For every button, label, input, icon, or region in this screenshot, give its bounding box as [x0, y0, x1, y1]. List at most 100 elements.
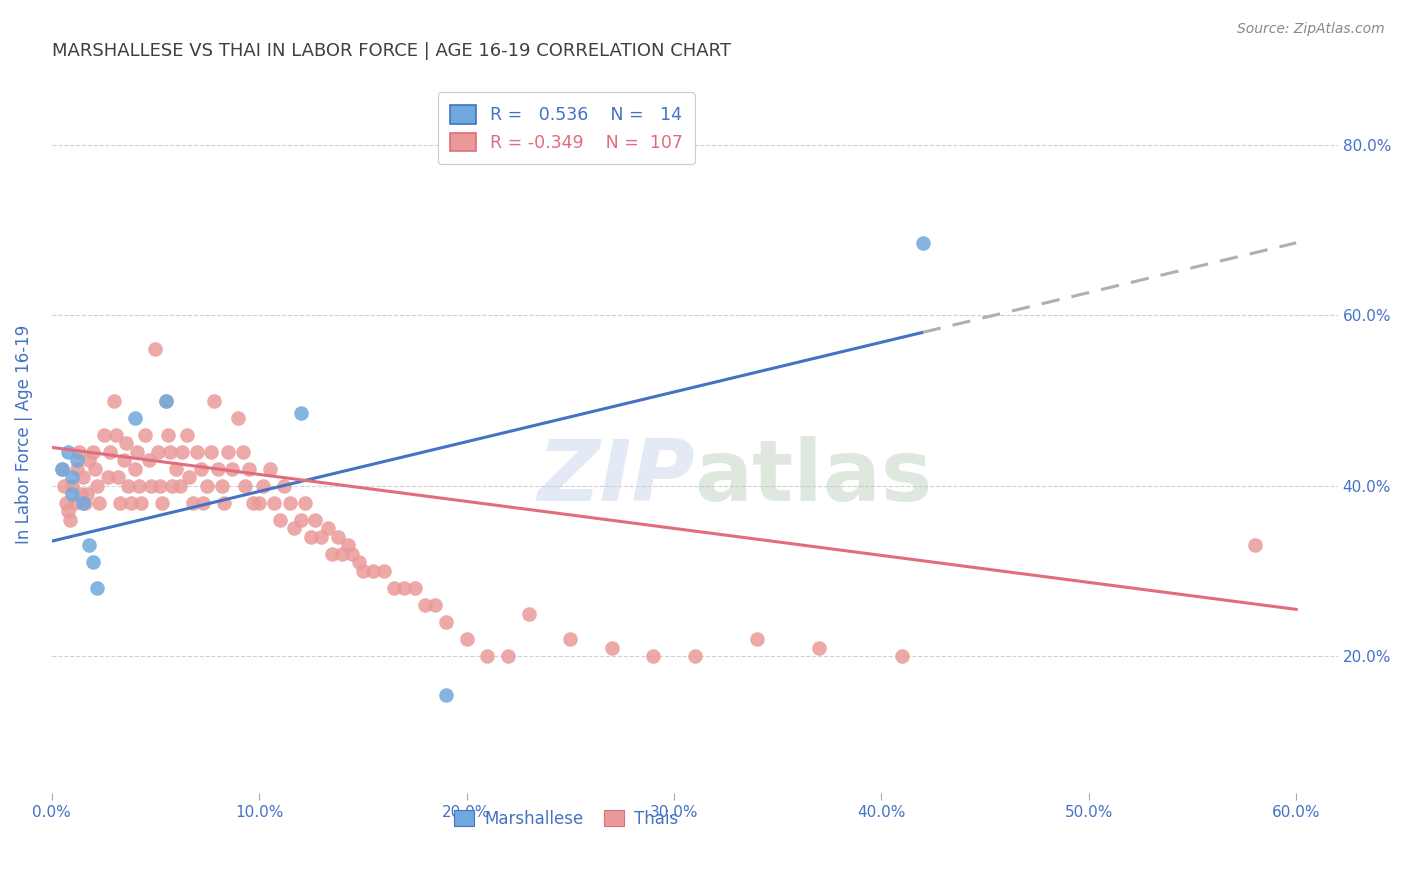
Point — [352, 564, 374, 578]
Point — [58, 444, 80, 458]
Point — [683, 649, 706, 664]
Point — [129, 496, 152, 510]
Point — [63, 496, 86, 510]
Point — [84, 461, 107, 475]
Point — [108, 496, 131, 510]
Point — [86, 581, 108, 595]
Point — [342, 547, 364, 561]
Point — [745, 632, 768, 647]
Point — [156, 427, 179, 442]
Point — [195, 479, 218, 493]
Point — [169, 479, 191, 493]
Point — [311, 530, 333, 544]
Point — [72, 470, 94, 484]
Point — [59, 513, 82, 527]
Point — [202, 393, 225, 408]
Point — [58, 504, 80, 518]
Point — [425, 598, 447, 612]
Point — [294, 496, 316, 510]
Y-axis label: In Labor Force | Age 16-19: In Labor Force | Age 16-19 — [15, 325, 32, 544]
Text: ZIP: ZIP — [537, 436, 695, 519]
Point — [186, 444, 208, 458]
Text: atlas: atlas — [695, 436, 934, 519]
Text: MARSHALLESE VS THAI IN LABOR FORCE | AGE 16-19 CORRELATION CHART: MARSHALLESE VS THAI IN LABOR FORCE | AGE… — [52, 42, 731, 60]
Point — [72, 496, 94, 510]
Point — [290, 406, 312, 420]
Point — [477, 649, 499, 664]
Point — [247, 496, 270, 510]
Point — [190, 461, 212, 475]
Point — [98, 444, 121, 458]
Point — [1243, 538, 1265, 552]
Point — [149, 479, 172, 493]
Point — [51, 461, 73, 475]
Point — [299, 530, 322, 544]
Point — [337, 538, 360, 552]
Point — [125, 444, 148, 458]
Point — [517, 607, 540, 621]
Point — [404, 581, 426, 595]
Point — [330, 547, 353, 561]
Point — [496, 649, 519, 664]
Point — [221, 461, 243, 475]
Point — [124, 461, 146, 475]
Point — [232, 444, 254, 458]
Point — [107, 470, 129, 484]
Point — [434, 615, 457, 629]
Point — [643, 649, 665, 664]
Point — [145, 343, 167, 357]
Point — [321, 547, 343, 561]
Point — [105, 427, 128, 442]
Point — [120, 496, 142, 510]
Point — [69, 487, 91, 501]
Point — [128, 479, 150, 493]
Point — [600, 640, 623, 655]
Point — [73, 496, 96, 510]
Point — [115, 436, 138, 450]
Point — [382, 581, 405, 595]
Point — [456, 632, 478, 647]
Point — [181, 496, 204, 510]
Point — [93, 427, 115, 442]
Point — [347, 556, 370, 570]
Point — [146, 444, 169, 458]
Point — [326, 530, 349, 544]
Point — [560, 632, 582, 647]
Point — [150, 496, 173, 510]
Point — [76, 487, 98, 501]
Point — [82, 556, 104, 570]
Point — [55, 496, 77, 510]
Point — [269, 513, 291, 527]
Point — [242, 496, 264, 510]
Point — [191, 496, 214, 510]
Point — [263, 496, 285, 510]
Point — [361, 564, 384, 578]
Point — [273, 479, 295, 493]
Point — [373, 564, 395, 578]
Point — [112, 453, 135, 467]
Point — [51, 461, 73, 475]
Point — [316, 521, 339, 535]
Point — [53, 479, 76, 493]
Point — [77, 538, 100, 552]
Point — [97, 470, 120, 484]
Point — [124, 410, 146, 425]
Point — [155, 393, 177, 408]
Point — [211, 479, 233, 493]
Point — [138, 453, 160, 467]
Point — [228, 410, 250, 425]
Point — [159, 444, 181, 458]
Point — [252, 479, 274, 493]
Point — [200, 444, 222, 458]
Point — [808, 640, 831, 655]
Point — [259, 461, 281, 475]
Point — [89, 496, 111, 510]
Text: Source: ZipAtlas.com: Source: ZipAtlas.com — [1237, 22, 1385, 37]
Point — [217, 444, 239, 458]
Point — [82, 444, 104, 458]
Point — [212, 496, 235, 510]
Point — [304, 513, 326, 527]
Point — [62, 470, 84, 484]
Point — [165, 461, 187, 475]
Point — [62, 479, 84, 493]
